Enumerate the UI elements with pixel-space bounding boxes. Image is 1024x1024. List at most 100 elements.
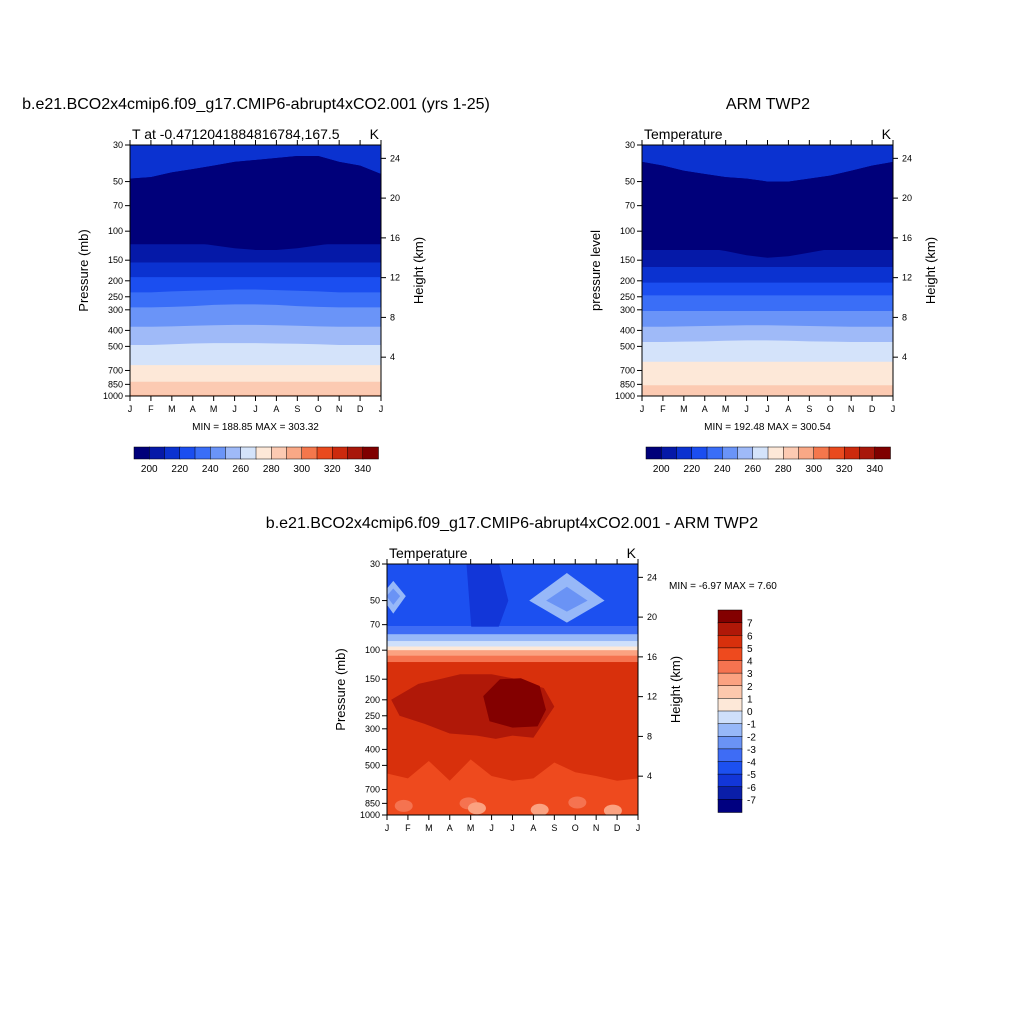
y-tick-label: 300 <box>108 305 123 315</box>
units-label: K <box>370 126 380 142</box>
cold-core <box>466 564 509 647</box>
x-tick-label: F <box>660 404 666 414</box>
colorbar-label: 260 <box>744 464 761 475</box>
x-tick-label: M <box>210 404 218 414</box>
right-tick-label: 24 <box>902 153 912 163</box>
y-tick-label: 850 <box>620 379 635 389</box>
y-tick-label: 850 <box>365 798 380 808</box>
colorbar-label: 4 <box>747 657 753 668</box>
warm-spot <box>603 804 622 815</box>
colorbar-swatch <box>332 446 349 460</box>
colorbar-swatch <box>706 446 723 460</box>
x-tick-label: M <box>467 823 475 833</box>
chart-subtitle: T at -0.4712041884816784,167.5 <box>132 126 340 142</box>
right-tick-label: 4 <box>902 352 907 362</box>
y-tick-label: 70 <box>625 201 635 211</box>
colorbar-swatch <box>717 609 743 624</box>
x-tick-label: A <box>273 404 279 414</box>
pale-pocket-inner <box>387 588 401 605</box>
colorbar-label: 280 <box>263 464 280 475</box>
y-tick-label: 400 <box>620 325 635 335</box>
colorbar-swatch <box>717 773 743 788</box>
colorbar-label: 240 <box>202 464 219 475</box>
hot-core <box>483 678 546 728</box>
x-tick-label: J <box>489 823 494 833</box>
colorbar-swatch <box>347 446 364 460</box>
right-tick-label: 24 <box>647 572 657 582</box>
x-tick-label: D <box>614 823 621 833</box>
chart-subtitle: Temperature <box>389 545 468 561</box>
contour-band <box>642 385 893 396</box>
y-tick-label: 30 <box>113 140 123 150</box>
y-tick-label: 300 <box>620 305 635 315</box>
cold-core-band <box>130 156 381 250</box>
right-tick-label: 24 <box>390 153 400 163</box>
model-panel: b.e21.BCO2x4cmip6.f09_g17.CMIP6-abrupt4x… <box>22 96 490 475</box>
y-tick-label: 700 <box>108 365 123 375</box>
warm-spot <box>394 799 413 812</box>
chart-title: ARM TWP2 <box>726 96 810 113</box>
colorbar-label: 340 <box>866 464 883 475</box>
y-tick-label: 300 <box>365 724 380 734</box>
colorbar-swatch <box>717 672 743 687</box>
colorbar-label: 280 <box>775 464 792 475</box>
colorbar-label: -5 <box>747 770 756 781</box>
colorbar-swatch <box>844 446 861 460</box>
colorbar-label: 320 <box>836 464 853 475</box>
y-axis-label: Pressure (mb) <box>333 648 348 730</box>
colorbar-label: 3 <box>747 669 753 680</box>
y-tick-label: 700 <box>365 784 380 794</box>
x-tick-label: N <box>336 404 343 414</box>
transition-band <box>387 626 638 635</box>
warm-spot <box>467 802 486 815</box>
x-tick-label: N <box>848 404 855 414</box>
right-tick-label: 20 <box>647 612 657 622</box>
colorbar-label: 220 <box>171 464 188 475</box>
colorbar-swatch <box>874 446 891 460</box>
colorbar-swatch <box>301 446 318 460</box>
x-tick-label: D <box>869 404 876 414</box>
y-axis-label: Pressure (mb) <box>76 229 91 311</box>
warm-spot <box>568 796 587 809</box>
y-tick-label: 100 <box>620 226 635 236</box>
colorbar-swatch <box>661 446 678 460</box>
x-tick-label: A <box>785 404 791 414</box>
colorbar-swatch <box>286 446 303 460</box>
x-tick-label: S <box>294 404 300 414</box>
y-tick-label: 200 <box>108 276 123 286</box>
colorbar-swatch <box>717 748 743 763</box>
x-tick-label: J <box>379 404 384 414</box>
y-tick-label: 250 <box>365 711 380 721</box>
right-tick-label: 12 <box>902 273 912 283</box>
y-tick-label: 1000 <box>615 391 635 401</box>
x-tick-label: J <box>744 404 749 414</box>
transition-band <box>387 655 638 663</box>
colorbar-swatch <box>783 446 800 460</box>
y-axis-label-right: Height (km) <box>923 237 938 304</box>
colorbar-swatch <box>717 736 743 750</box>
colorbar-swatch <box>240 446 257 460</box>
right-tick-label: 20 <box>902 193 912 203</box>
colorbar-swatch <box>737 446 754 460</box>
colorbar-swatch <box>179 446 196 460</box>
units-label: K <box>627 545 637 561</box>
colorbar-swatch <box>717 723 743 737</box>
colorbar-swatch <box>717 685 743 700</box>
colorbar-swatch <box>717 698 743 712</box>
contour-band <box>130 381 381 396</box>
x-tick-label: M <box>168 404 176 414</box>
colorbar-swatch <box>717 786 743 801</box>
colorbar-label: 5 <box>747 644 753 655</box>
colorbar-label: -4 <box>747 758 756 769</box>
colorbar-label: 6 <box>747 631 753 642</box>
y-tick-label: 200 <box>620 276 635 286</box>
y-tick-label: 250 <box>620 292 635 302</box>
y-axis-label-right: Height (km) <box>668 656 683 723</box>
chart-title: b.e21.BCO2x4cmip6.f09_g17.CMIP6-abrupt4x… <box>22 96 490 113</box>
colorbar-swatch <box>316 446 333 460</box>
y-tick-label: 250 <box>108 292 123 302</box>
y-tick-label: 400 <box>108 325 123 335</box>
right-tick-label: 8 <box>902 312 907 322</box>
colorbar-swatch <box>133 446 150 460</box>
